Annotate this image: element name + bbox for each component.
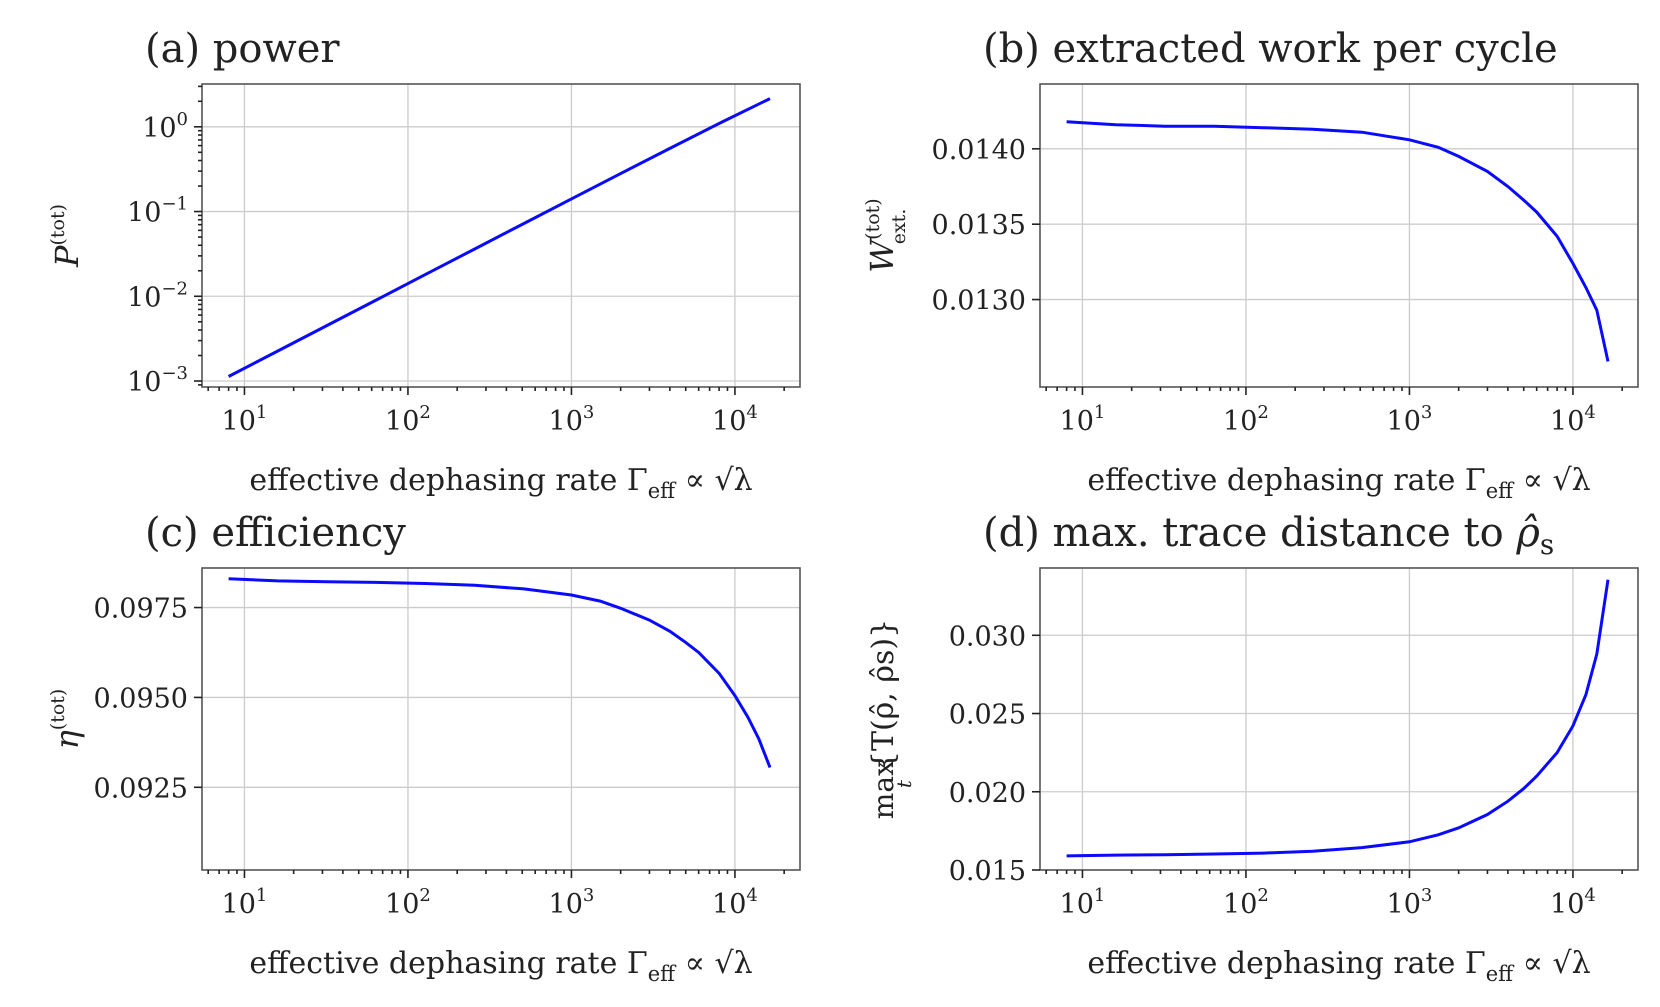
series-line-d	[1066, 579, 1610, 858]
x-tick-label: 103	[549, 402, 595, 437]
x-tick-label: 103	[1387, 402, 1433, 437]
y-axis-label: W(tot) ext.	[862, 198, 910, 272]
x-axis-label: effective dephasing rate Γeff ∝ √λ	[249, 946, 752, 986]
y-axis-label: η(tot)	[47, 689, 86, 750]
y-tick-label: 10−3	[127, 363, 188, 398]
panel-title: (b) extracted work per cycle	[983, 26, 1558, 72]
y-tick-label: 0.030	[949, 621, 1026, 652]
y-tick-label: 0.025	[949, 700, 1026, 731]
x-tick-label: 103	[1387, 885, 1433, 920]
x-tick-label: 104	[1550, 402, 1596, 437]
y-tick-label: 10−1	[127, 194, 188, 229]
series-line-c	[228, 577, 772, 769]
y-tick-label: 100	[142, 109, 188, 144]
series-line-b	[1066, 120, 1610, 362]
plot-frame	[201, 83, 801, 388]
plot-frame	[1039, 83, 1639, 388]
panel-title: (a) power	[145, 26, 340, 72]
x-tick-label: 102	[1223, 885, 1269, 920]
x-axis-label: effective dephasing rate Γeff ∝ √λ	[1087, 946, 1590, 986]
panel-title: (c) efficiency	[145, 510, 406, 556]
x-tick-label: 101	[1060, 885, 1106, 920]
y-tick-label: 0.0135	[932, 210, 1026, 241]
series-line-a	[227, 97, 771, 378]
x-tick-label: 102	[385, 402, 431, 437]
x-tick-label: 101	[222, 885, 268, 920]
y-tick-label: 0.0950	[94, 683, 188, 714]
panel-b: 101 102 103 104 0.0130 0.0135 0.0140 (b) extrac…	[862, 26, 1639, 503]
y-tick-label: 0.0130	[932, 286, 1026, 317]
x-tick-label: 102	[1223, 402, 1269, 437]
y-axis-label: P(tot)	[47, 204, 86, 268]
x-axis-label: effective dephasing rate Γeff ∝ √λ	[1087, 463, 1590, 503]
x-tick-label: 104	[712, 402, 758, 437]
y-tick-label: 0.0975	[94, 594, 188, 625]
x-tick-label: 103	[549, 885, 595, 920]
x-tick-label: 101	[1060, 402, 1106, 437]
y-tick-label: 0.020	[949, 778, 1026, 809]
y-axis-label: maxt{T(ρ̂, ρ̂s)}	[866, 619, 916, 819]
y-tick-label: 0.0925	[94, 773, 188, 804]
x-tick-label: 102	[385, 885, 431, 920]
panel-d: 101 102 103 104 0.015 0.020 0.025 0.030 (d) max.…	[866, 510, 1639, 986]
panel-title: (d) max. trace distance to ρ̂s	[983, 510, 1554, 561]
panel-a: 101 102 103 104 10−3 10−2 10−1 100 (a) power effe…	[47, 26, 801, 503]
x-axis-label: effective dephasing rate Γeff ∝ √λ	[249, 463, 752, 503]
y-tick-label: 0.0140	[932, 135, 1026, 166]
x-tick-label: 104	[712, 885, 758, 920]
y-tick-label: 0.015	[949, 856, 1026, 887]
x-tick-label: 101	[222, 402, 268, 437]
y-tick-label: 10−2	[127, 278, 188, 313]
plot-frame	[1039, 567, 1639, 871]
panel-c: 101 102 103 104 0.0925 0.0950 0.0975 (c) effici…	[47, 510, 801, 986]
x-tick-label: 104	[1550, 885, 1596, 920]
plot-frame	[201, 567, 801, 871]
